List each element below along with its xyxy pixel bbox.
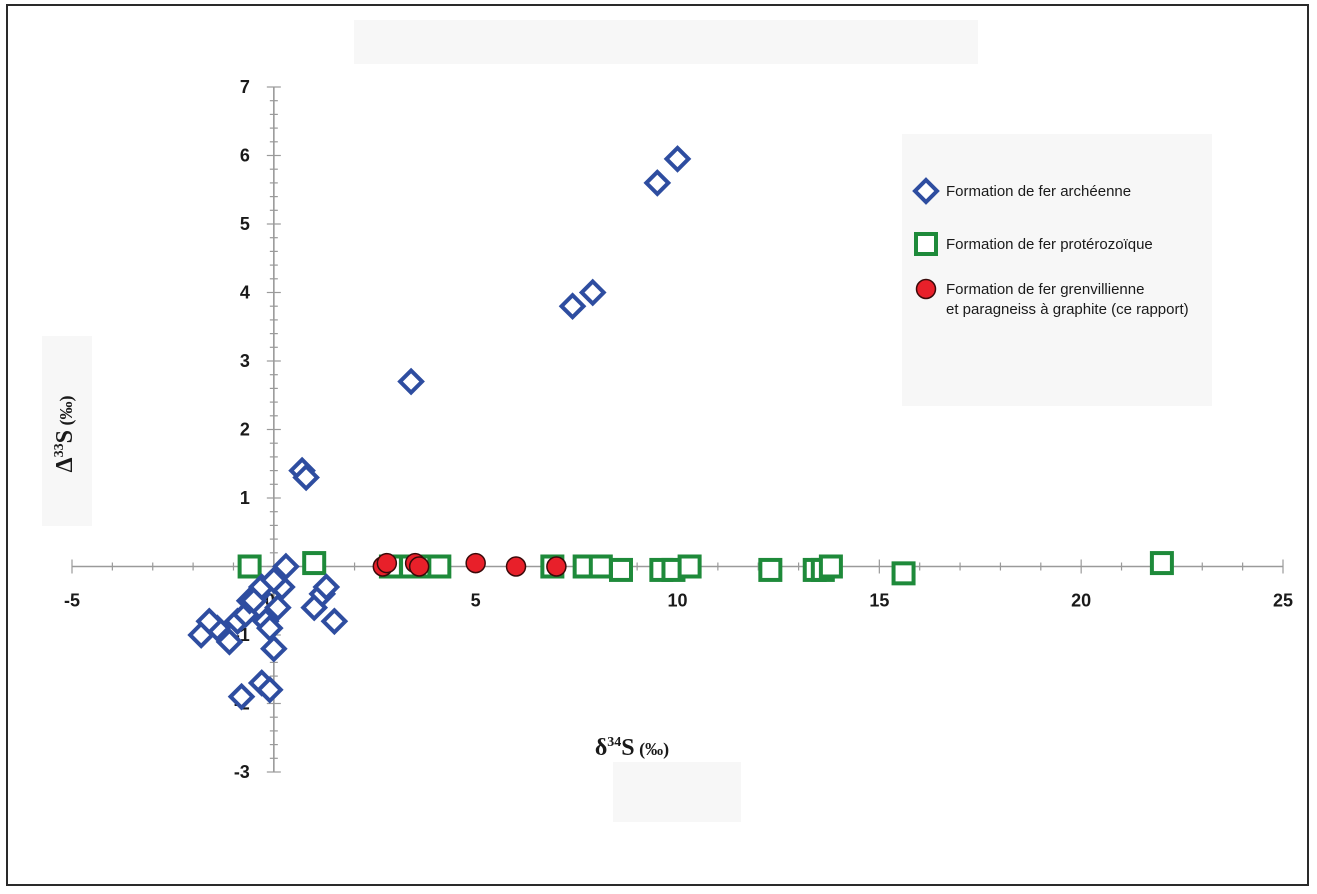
x-tick-label: 0 (265, 591, 275, 611)
y-tick-label: 6 (240, 146, 250, 166)
x-tick-label: 5 (471, 591, 481, 611)
diamond-point (239, 586, 268, 615)
square-point (237, 554, 262, 579)
x-tick-label: 20 (1071, 591, 1091, 611)
diamond-point (397, 367, 425, 396)
x-tick-label: 15 (869, 591, 889, 611)
square-point (427, 554, 452, 579)
diamond-point (663, 145, 692, 173)
legend: Formation de fer archéenne Formation de f… (912, 177, 1189, 318)
legend-label: Formation de fer grenvillienne (946, 281, 1144, 298)
diamond-point (578, 278, 607, 307)
diamond-point (558, 292, 587, 321)
y-axis-title: Δ33S (‰) (52, 396, 78, 473)
circle-point (408, 556, 430, 577)
diamond-point (292, 463, 320, 492)
diamond-point (272, 552, 300, 581)
y-tick-label: 4 (240, 283, 250, 303)
diamond-point (227, 682, 256, 711)
circle-point (546, 556, 567, 577)
title-panel (354, 20, 978, 64)
diamond-point (320, 607, 349, 636)
square-point (891, 561, 916, 586)
square-point (677, 554, 702, 579)
circle-point (376, 552, 398, 574)
circle-point (465, 552, 486, 574)
diamond-point (255, 675, 284, 704)
legend-circle-icon (915, 278, 937, 300)
legend-square-icon (914, 232, 938, 256)
diamond-point (195, 607, 224, 636)
legend-label: Formation de fer archéenne (946, 183, 1131, 200)
legend-label: et paragneiss à graphite (ce rapport) (946, 301, 1189, 318)
legend-label: Formation de fer protérozoïque (946, 236, 1153, 253)
legend-diamond-icon (912, 177, 940, 205)
legend-panel (902, 134, 1212, 406)
xlabel-panel (613, 762, 741, 822)
diamond-point (260, 566, 288, 595)
ylabel-panel (42, 336, 92, 526)
diamond-point (643, 169, 672, 197)
x-tick-label: -5 (64, 591, 80, 611)
x-tick-label: 25 (1273, 591, 1293, 611)
diamond-point (312, 573, 341, 601)
y-tick-label: 1 (240, 488, 250, 508)
data-markers (187, 145, 1174, 711)
diamond-point (260, 634, 288, 663)
square-point (302, 551, 327, 576)
y-tick-label: 2 (240, 420, 250, 440)
circle-point (505, 556, 527, 577)
diamond-point (264, 593, 292, 622)
y-tick-label: 7 (240, 77, 250, 97)
square-point (818, 554, 843, 579)
y-tick-label: 3 (240, 351, 250, 371)
square-point (1149, 551, 1174, 576)
y-tick-label: 5 (240, 214, 250, 234)
square-point (588, 554, 613, 579)
diamond-point (215, 628, 244, 656)
square-point (608, 557, 633, 582)
square-point (758, 557, 783, 582)
y-tick-label: -3 (234, 762, 250, 782)
x-tick-label: 10 (667, 591, 687, 611)
x-axis-title: δ34S (‰) (595, 735, 669, 761)
